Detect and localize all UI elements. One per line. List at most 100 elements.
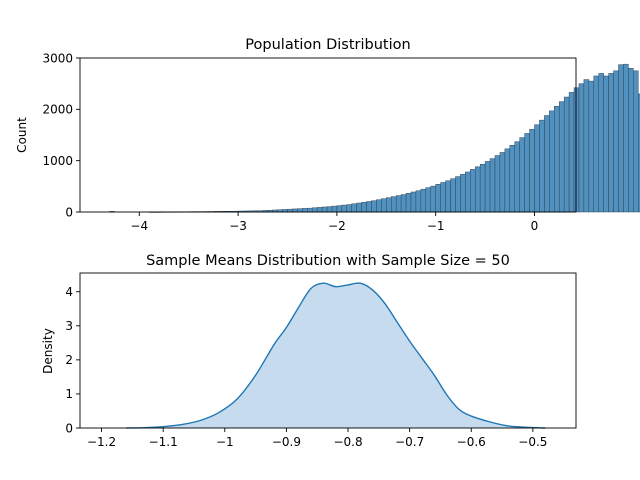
histogram-bar: [391, 196, 397, 213]
histogram-x-ticks: −4 −3 −2 −1 0: [130, 212, 538, 233]
histogram-bar: [534, 124, 540, 213]
histogram-bar: [311, 207, 318, 213]
histogram-bar: [489, 158, 496, 213]
histogram-bar: [573, 87, 580, 213]
histogram-bar: [346, 204, 352, 213]
histogram-bar: [341, 204, 347, 213]
histogram-bar: [307, 207, 313, 213]
histogram-bar: [405, 193, 412, 213]
histogram-x-tick-label: −2: [328, 219, 346, 233]
histogram-y-tick-label: 0: [65, 205, 73, 219]
histogram-bar: [583, 79, 590, 213]
kde-y-tick-label: 2: [65, 353, 73, 367]
histogram-bar: [297, 208, 303, 213]
kde-x-tick-label: −0.7: [395, 435, 424, 449]
histogram-bar: [465, 171, 471, 213]
kde-plot-frame: [79, 272, 577, 429]
histogram-bar: [603, 75, 609, 213]
histogram-bar: [628, 68, 634, 213]
histogram-bar: [410, 191, 417, 213]
histogram-bar: [400, 194, 407, 213]
kde-x-tick-label: −0.5: [518, 435, 547, 449]
histogram-bar: [588, 80, 595, 213]
kde-fill-area: [126, 283, 546, 428]
histogram-plot-frame: [79, 57, 577, 213]
histogram-bar: [331, 205, 338, 213]
histogram-bar: [633, 70, 639, 213]
histogram-bar: [568, 92, 575, 213]
histogram-bar: [302, 208, 308, 213]
histogram-bar: [638, 93, 640, 213]
histogram-bar: [460, 174, 466, 213]
histogram-bar: [598, 73, 604, 213]
histogram-bar: [395, 195, 402, 213]
histogram-bar: [371, 200, 377, 213]
histogram-bar: [474, 166, 481, 213]
histogram-bar: [529, 129, 535, 213]
histogram-bar: [321, 206, 328, 213]
histogram-bar: [425, 187, 431, 213]
histogram-bar: [524, 133, 530, 213]
histogram-bar: [554, 106, 560, 213]
histogram-bar: [420, 188, 427, 213]
histogram-bar: [479, 164, 486, 213]
histogram-bar: [415, 190, 422, 213]
histogram-bar: [499, 152, 506, 213]
kde-x-tick-label: −1.1: [149, 435, 178, 449]
histogram-chart: Population Distribution Count −4 −3 −2 −1 0 …: [15, 37, 640, 233]
kde-x-ticks: −1.2 −1.1 −1 −0.9 −0.8 −0.7 −0.6 −0.5: [87, 428, 547, 449]
histogram-bar: [623, 63, 629, 213]
kde-x-tick-label: −0.9: [272, 435, 301, 449]
histogram-bar: [361, 202, 367, 213]
histogram-x-tick-label: −4: [130, 219, 148, 233]
histogram-bar: [351, 203, 357, 213]
histogram-y-ticks: 0 1000 2000 3000: [42, 51, 80, 219]
kde-y-ticks: 0 1 2 3 4: [65, 285, 80, 435]
histogram-y-tick-label: 3000: [42, 51, 73, 65]
kde-x-tick-label: −0.8: [333, 435, 362, 449]
histogram-bar: [549, 110, 555, 213]
histogram-bar: [544, 115, 550, 213]
kde-title: Sample Means Distribution with Sample Si…: [146, 253, 510, 269]
kde-y-axis-label: Density: [41, 328, 55, 374]
histogram-bar: [292, 208, 298, 213]
kde-chart: Sample Means Distribution with Sample Si…: [41, 253, 577, 449]
histogram-x-tick-label: 0: [531, 219, 539, 233]
histogram-bar: [435, 184, 441, 213]
histogram-x-tick-label: −1: [427, 219, 445, 233]
histogram-bar: [514, 141, 520, 213]
kde-x-tick-label: −0.6: [457, 435, 486, 449]
kde-y-tick-label: 4: [65, 285, 73, 299]
histogram-bar: [509, 145, 515, 213]
histogram-bar: [336, 205, 343, 213]
histogram-bar: [316, 207, 323, 213]
histogram-bar: [563, 96, 570, 213]
histogram-bar: [326, 206, 333, 213]
histogram-bar: [470, 169, 476, 213]
histogram-bar: [558, 101, 565, 213]
histogram-y-tick-label: 2000: [42, 103, 73, 117]
histogram-bar: [618, 64, 624, 213]
histogram-bar: [445, 180, 451, 213]
kde-y-tick-label: 3: [65, 319, 73, 333]
histogram-bar: [613, 70, 619, 213]
histogram-x-tick-label: −3: [229, 219, 247, 233]
histogram-bar: [455, 176, 461, 213]
kde-x-tick-label: −1: [216, 435, 234, 449]
histogram-bar: [519, 137, 525, 213]
histogram-bar: [578, 83, 585, 213]
histogram-bar: [484, 161, 491, 213]
histogram-bar: [608, 73, 614, 213]
histogram-bar: [430, 185, 436, 213]
histogram-bar: [450, 178, 456, 213]
histogram-bar: [494, 155, 501, 213]
histogram-bar: [366, 201, 372, 213]
histogram-bar: [386, 197, 392, 213]
histogram-bar: [356, 202, 362, 213]
kde-y-tick-label: 0: [65, 421, 73, 435]
histogram-bar: [381, 198, 387, 213]
histogram-title: Population Distribution: [245, 37, 410, 53]
histogram-bar: [440, 182, 446, 213]
histogram-bar: [593, 75, 599, 213]
